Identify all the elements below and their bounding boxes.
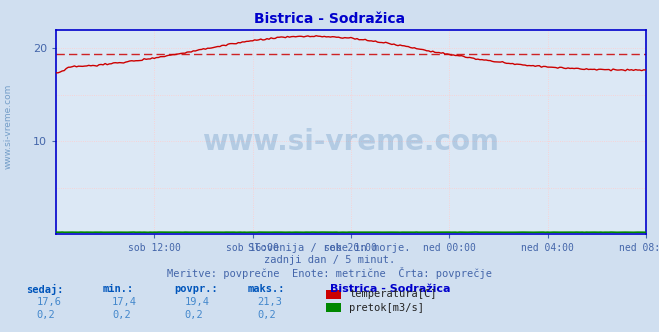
Text: pretok[m3/s]: pretok[m3/s] — [349, 303, 424, 313]
Text: 0,2: 0,2 — [112, 310, 130, 320]
Text: sedaj:: sedaj: — [26, 284, 64, 295]
Text: www.si-vreme.com: www.si-vreme.com — [4, 83, 13, 169]
Text: zadnji dan / 5 minut.: zadnji dan / 5 minut. — [264, 255, 395, 265]
Text: Bistrica - Sodražica: Bistrica - Sodražica — [330, 284, 450, 294]
Text: min.:: min.: — [102, 284, 133, 294]
Text: 17,4: 17,4 — [112, 297, 137, 307]
Text: 21,3: 21,3 — [257, 297, 282, 307]
Text: temperatura[C]: temperatura[C] — [349, 290, 437, 299]
Text: maks.:: maks.: — [247, 284, 285, 294]
Text: Slovenija / reke in morje.: Slovenija / reke in morje. — [248, 243, 411, 253]
Text: Meritve: povprečne  Enote: metrične  Črta: povprečje: Meritve: povprečne Enote: metrične Črta:… — [167, 267, 492, 279]
Text: www.si-vreme.com: www.si-vreme.com — [202, 128, 500, 156]
Text: 0,2: 0,2 — [257, 310, 275, 320]
Text: 19,4: 19,4 — [185, 297, 210, 307]
Text: Bistrica - Sodražica: Bistrica - Sodražica — [254, 12, 405, 26]
Text: 0,2: 0,2 — [185, 310, 203, 320]
Text: 0,2: 0,2 — [36, 310, 55, 320]
Text: povpr.:: povpr.: — [175, 284, 218, 294]
Text: 17,6: 17,6 — [36, 297, 61, 307]
